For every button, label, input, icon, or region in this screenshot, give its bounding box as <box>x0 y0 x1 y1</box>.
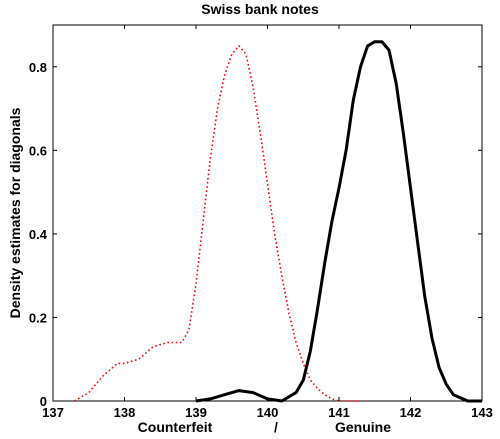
x-axis-label-genuine: Genuine <box>335 419 391 435</box>
x-tick-label: 137 <box>42 405 64 420</box>
x-axis-label-separator: / <box>274 419 278 435</box>
y-tick-label: 0.6 <box>29 143 47 158</box>
x-tick-label: 140 <box>257 405 279 420</box>
x-tick-label: 138 <box>114 405 136 420</box>
y-axis-label: Density estimates for diagonals <box>7 107 23 318</box>
y-axis: 0 0.2 0.4 0.6 0.8 <box>29 60 482 409</box>
y-tick-label: 0.4 <box>29 227 48 242</box>
y-tick-label: 0.8 <box>29 60 47 75</box>
x-tick-label: 142 <box>400 405 422 420</box>
x-axis: 137 138 139 140 141 142 143 <box>42 25 493 420</box>
y-tick-label: 0.2 <box>29 310 47 325</box>
y-tick-label: 0 <box>40 394 47 409</box>
x-tick-label: 143 <box>471 405 493 420</box>
series-group <box>74 40 482 403</box>
chart-title: Swiss bank notes <box>201 1 319 17</box>
series-line-genuine <box>195 40 482 403</box>
x-tick-label: 139 <box>185 405 207 420</box>
series-line-counterfeit <box>74 45 361 402</box>
x-axis-label-counterfeit: Counterfeit <box>138 419 213 435</box>
plot-area-frame <box>52 24 483 402</box>
x-tick-label: 141 <box>328 405 350 420</box>
